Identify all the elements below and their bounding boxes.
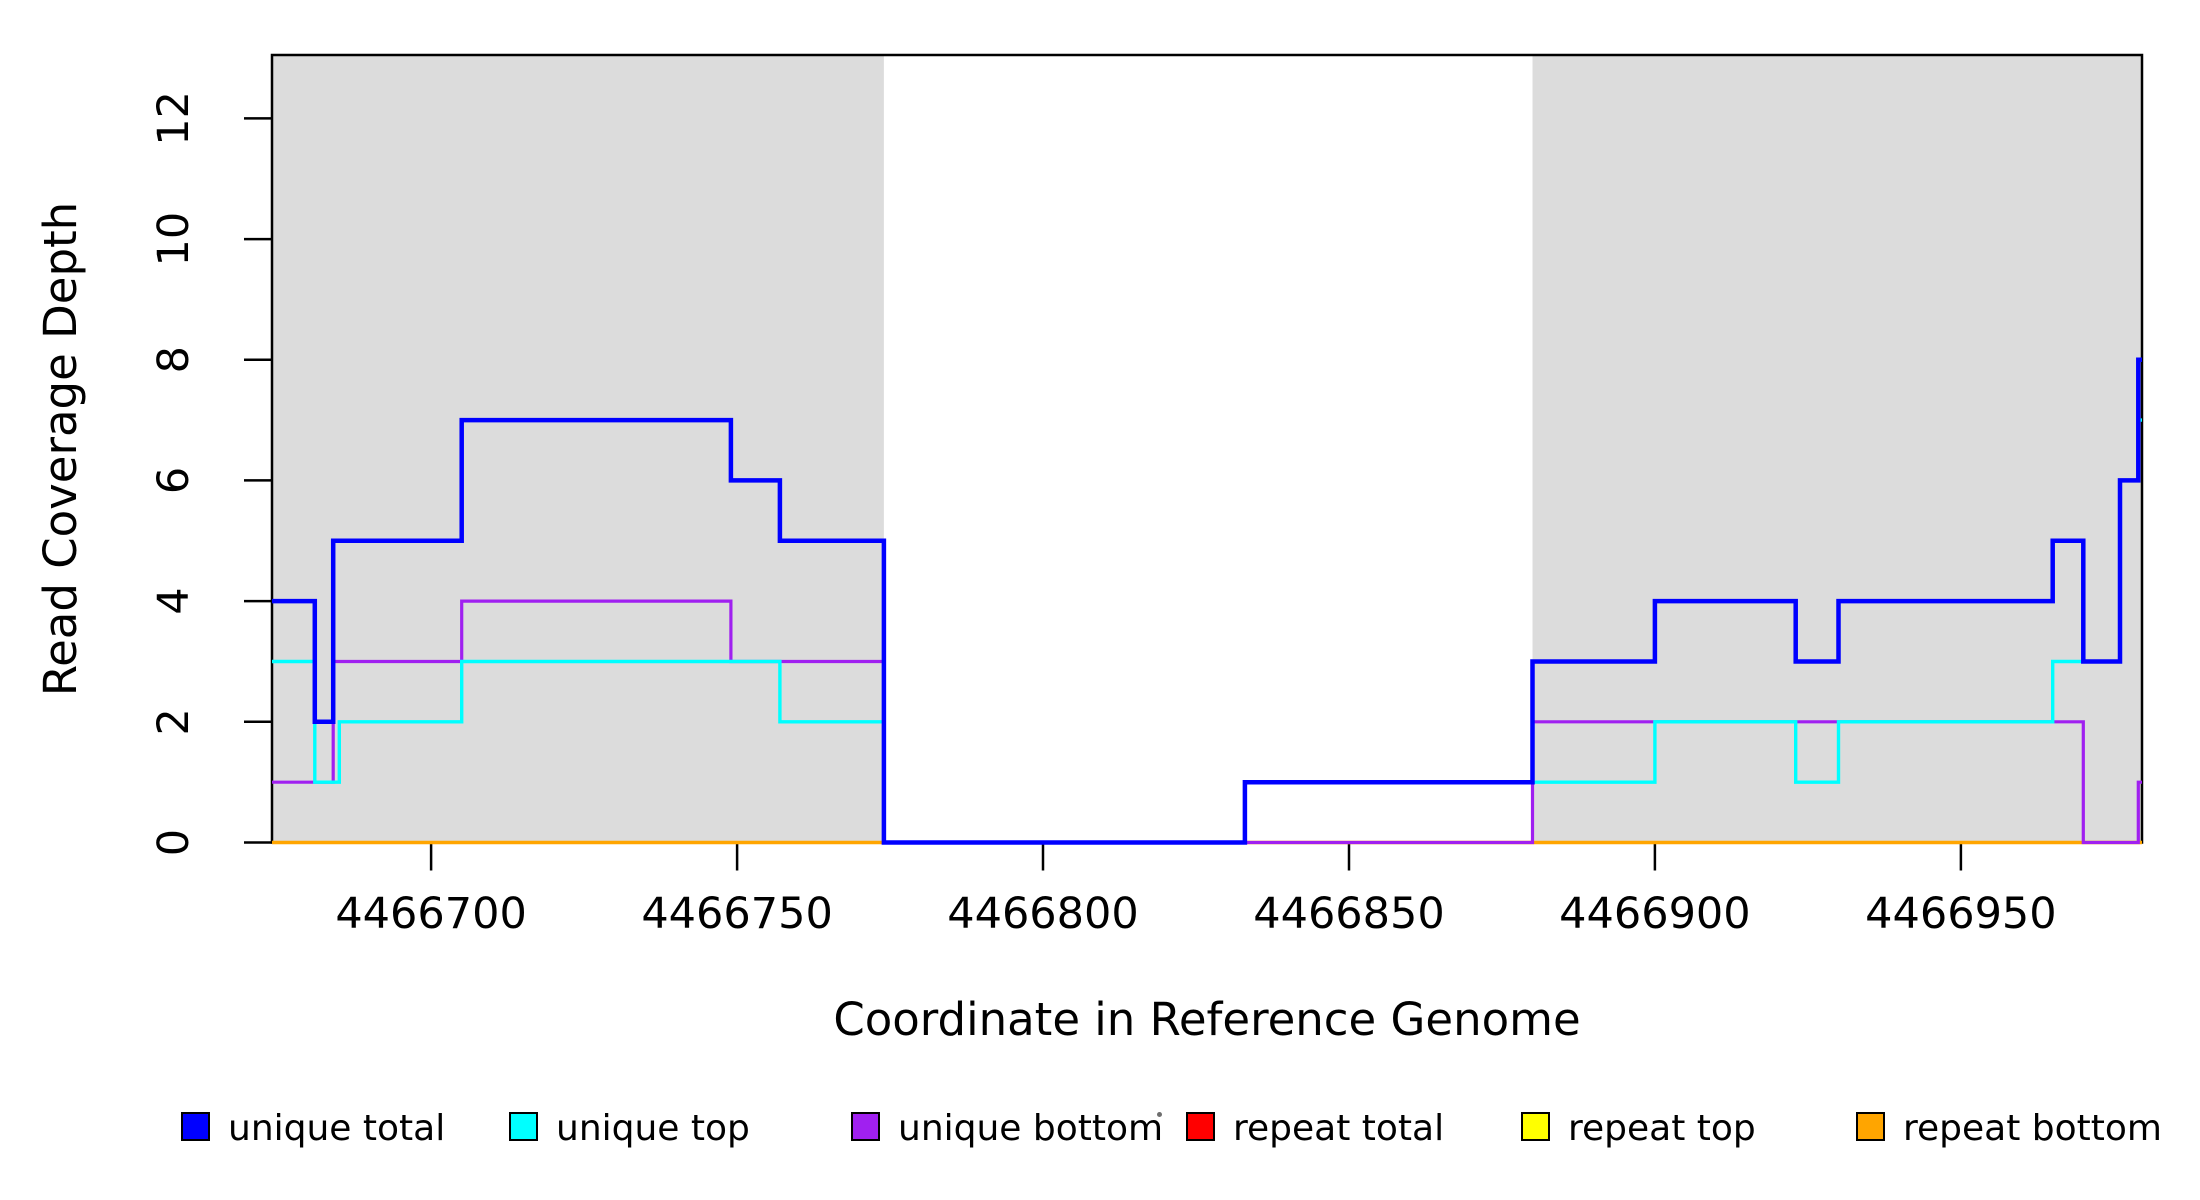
legend-item-unique-total: unique total	[181, 1108, 445, 1149]
legend-label: unique total	[228, 1108, 445, 1149]
y-tick-label: 6	[149, 467, 199, 494]
x-tick-label: 4466950	[1865, 889, 2057, 939]
legend-item-repeat-bottom: repeat bottom	[1856, 1108, 2162, 1149]
legend-item-repeat-top: repeat top	[1521, 1108, 1756, 1149]
legend-item-unique-top: unique top	[509, 1108, 750, 1149]
y-axis-title: Read Coverage Depth	[34, 202, 87, 696]
x-tick-label: 4466750	[641, 889, 833, 939]
x-tick-label: 4466700	[335, 889, 527, 939]
legend-label: repeat bottom	[1903, 1108, 2162, 1149]
shaded-region-2	[1532, 55, 2142, 843]
x-tick-label: 4466850	[1253, 889, 1445, 939]
y-tick-label: 12	[149, 91, 199, 146]
x-axis-title: Coordinate in Reference Genome	[833, 993, 1580, 1046]
legend-label: repeat total	[1233, 1108, 1444, 1149]
y-tick-label: 10	[149, 212, 199, 267]
legend-swatch-unique-bottom	[851, 1112, 880, 1141]
legend-label: unique bottom	[898, 1108, 1163, 1149]
y-tick-label: 0	[149, 829, 199, 856]
x-tick-label: 4466800	[947, 889, 1139, 939]
legend-label: repeat top	[1568, 1108, 1756, 1149]
y-tick-label: 2	[149, 708, 199, 735]
y-tick-label: 8	[149, 346, 199, 373]
series-unique-total	[272, 357, 2142, 845]
shaded-region-1	[272, 55, 884, 843]
legend-swatch-repeat-total	[1186, 1112, 1215, 1141]
y-tick-label: 4	[149, 587, 199, 614]
legend-label: unique top	[556, 1108, 750, 1149]
legend-swatch-repeat-bottom	[1856, 1112, 1885, 1141]
stray-dot-artifact	[1157, 1112, 1162, 1117]
legend-swatch-unique-top	[509, 1112, 538, 1141]
legend-item-repeat-total: repeat total	[1186, 1108, 1444, 1149]
x-tick-label: 4466900	[1559, 889, 1751, 939]
legend-item-unique-bottom: unique bottom	[851, 1108, 1163, 1149]
legend-swatch-unique-total	[181, 1112, 210, 1141]
legend-swatch-repeat-top	[1521, 1112, 1550, 1141]
